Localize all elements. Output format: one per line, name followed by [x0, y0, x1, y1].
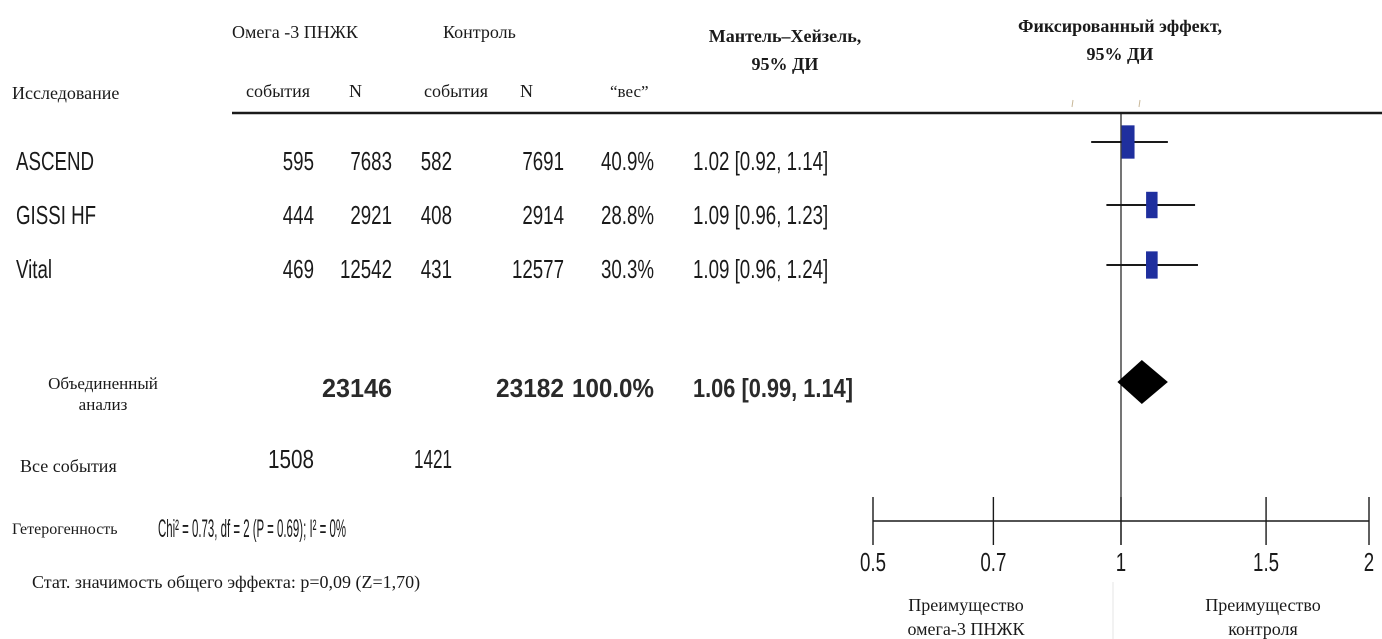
- study-point-estimate: [1121, 125, 1135, 159]
- header-events-treatment: события: [246, 81, 310, 101]
- study-weight: 30.3%: [601, 254, 654, 284]
- header-weight: “вес”: [610, 82, 649, 101]
- study-control-events: 431: [421, 254, 452, 284]
- study-name: Vital: [16, 254, 52, 284]
- header-plot-line1: Фиксированный эффект,: [1018, 16, 1222, 36]
- study-treatment-n: 7683: [350, 146, 392, 176]
- pooled-weight: 100.0%: [572, 373, 654, 403]
- favours-right-line1: Преимущество: [1205, 595, 1321, 615]
- x-tick-label: 0.5: [860, 547, 886, 577]
- study-point-estimate: [1146, 251, 1158, 279]
- header-n-treatment: N: [349, 81, 362, 101]
- study-weight: 28.8%: [601, 200, 654, 230]
- study-treatment-events: 444: [283, 200, 314, 230]
- study-treatment-n: 2921: [350, 200, 392, 230]
- header-study: Исследование: [12, 83, 119, 103]
- study-weight: 40.9%: [601, 146, 654, 176]
- study-control-n: 2914: [522, 200, 564, 230]
- x-tick-label: 1.5: [1253, 547, 1279, 577]
- study-name: GISSI HF: [16, 200, 96, 230]
- header-ci-line1: Мантель–Хейзель,: [709, 26, 862, 46]
- header-ci-line2: 95% ДИ: [752, 54, 819, 74]
- x-tick-label: 0.7: [980, 547, 1006, 577]
- header-group-control: Контроль: [443, 22, 516, 42]
- header-events-control: события: [424, 81, 488, 101]
- total-events-treatment: 1508: [268, 444, 314, 474]
- study-control-n: 12577: [512, 254, 564, 284]
- study-rows: ASCEND 595 7683 582 7691 40.9% 1.02 [0.92, 1.1…: [16, 146, 828, 284]
- pooled-label-line2: анализ: [79, 395, 128, 414]
- study-ci-text: 1.09 [0.96, 1.24]: [693, 254, 828, 284]
- x-tick-label: 2: [1364, 547, 1374, 577]
- x-tick-label: 1: [1116, 547, 1126, 577]
- overall-effect-text: Стат. значимость общего эффекта: p=0,09 …: [32, 572, 420, 593]
- study-treatment-n: 12542: [340, 254, 392, 284]
- study-control-n: 7691: [522, 146, 564, 176]
- study-markers: [1091, 125, 1198, 279]
- heterogeneity-text: Chi² = 0.73, df = 2 (P = 0.69); I² = 0%: [158, 515, 346, 543]
- heterogeneity-label: Гетерогенность: [12, 521, 118, 538]
- study-ci-text: 1.02 [0.92, 1.14]: [693, 146, 828, 176]
- pooled-ci-text: 1.06 [0.99, 1.14]: [693, 373, 853, 403]
- header-tick-mark: [1071, 99, 1074, 108]
- favours-left-line2: омега-3 ПНЖК: [907, 619, 1025, 639]
- favours-right-line2: контроля: [1228, 619, 1298, 639]
- favours-left-line1: Преимущество: [908, 595, 1024, 615]
- header-tick-mark: [1138, 99, 1141, 108]
- study-treatment-events: 469: [283, 254, 314, 284]
- header-n-control: N: [520, 81, 533, 101]
- study-control-events: 582: [421, 146, 452, 176]
- study-point-estimate: [1146, 191, 1158, 219]
- x-axis: 0.5 0.7 1 1.5 2: [860, 497, 1374, 577]
- header-group-treatment: Омега -3 ПНЖК: [232, 22, 359, 42]
- pooled-label-line1: Объединенный: [48, 374, 158, 393]
- study-treatment-events: 595: [283, 146, 314, 176]
- pooled-control-n: 23182: [496, 373, 564, 403]
- study-name: ASCEND: [16, 146, 94, 176]
- total-events-control: 1421: [414, 444, 452, 474]
- study-ci-text: 1.09 [0.96, 1.23]: [693, 200, 828, 230]
- pooled-treatment-n: 23146: [322, 373, 392, 403]
- header-plot-line2: 95% ДИ: [1087, 44, 1154, 64]
- pooled-diamond: [1117, 360, 1168, 404]
- total-events-label: Все события: [20, 456, 117, 476]
- study-control-events: 408: [421, 200, 452, 230]
